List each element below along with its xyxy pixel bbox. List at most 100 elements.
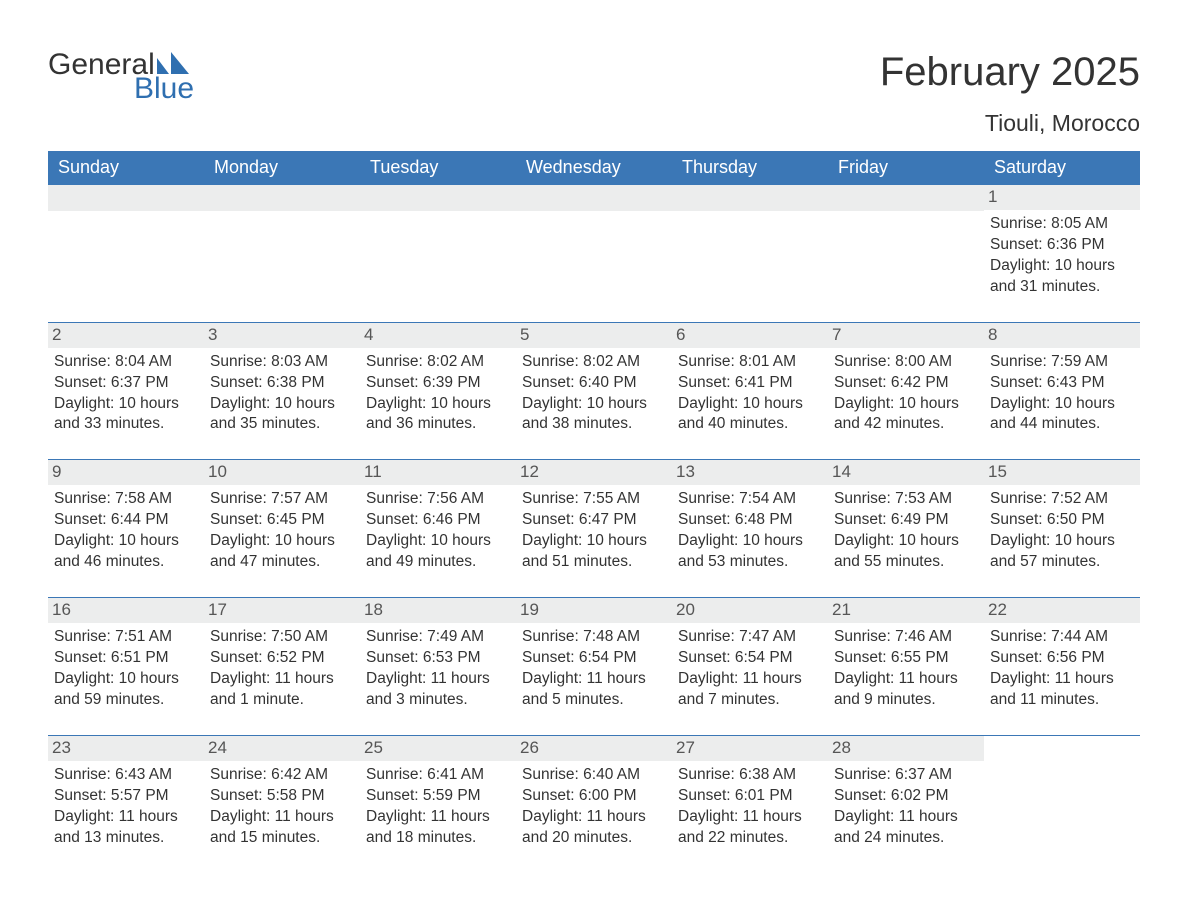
day-info: Sunrise: 7:50 AMSunset: 6:52 PMDaylight:… (210, 627, 354, 711)
day-info: Sunrise: 6:40 AMSunset: 6:00 PMDaylight:… (522, 765, 666, 849)
day-number: 22 (984, 598, 1140, 623)
sunrise-text: Sunrise: 7:51 AM (54, 627, 198, 648)
day-number: 14 (828, 460, 984, 485)
sunrise-text: Sunrise: 6:43 AM (54, 765, 198, 786)
day-number: 18 (360, 598, 516, 623)
sunrise-text: Sunrise: 7:48 AM (522, 627, 666, 648)
empty-cell (48, 185, 204, 304)
empty-cell (828, 185, 984, 304)
daylight-text: Daylight: 11 hours and 15 minutes. (210, 807, 354, 849)
day-info: Sunrise: 6:38 AMSunset: 6:01 PMDaylight:… (678, 765, 822, 849)
sunset-text: Sunset: 6:36 PM (990, 235, 1134, 256)
day-cell: 1Sunrise: 8:05 AMSunset: 6:36 PMDaylight… (984, 185, 1140, 304)
day-number (360, 185, 516, 211)
day-number: 20 (672, 598, 828, 623)
day-number: 9 (48, 460, 204, 485)
day-cell: 12Sunrise: 7:55 AMSunset: 6:47 PMDayligh… (516, 460, 672, 579)
sunrise-text: Sunrise: 7:57 AM (210, 489, 354, 510)
sunset-text: Sunset: 6:53 PM (366, 648, 510, 669)
day-cell: 3Sunrise: 8:03 AMSunset: 6:38 PMDaylight… (204, 323, 360, 442)
page-header: General Blue February 2025 (48, 50, 1140, 104)
sunrise-text: Sunrise: 7:50 AM (210, 627, 354, 648)
day-info: Sunrise: 7:51 AMSunset: 6:51 PMDaylight:… (54, 627, 198, 711)
daylight-text: Daylight: 11 hours and 20 minutes. (522, 807, 666, 849)
sunrise-text: Sunrise: 8:00 AM (834, 352, 978, 373)
sunrise-text: Sunrise: 7:54 AM (678, 489, 822, 510)
sunset-text: Sunset: 6:37 PM (54, 373, 198, 394)
sunset-text: Sunset: 6:55 PM (834, 648, 978, 669)
day-info: Sunrise: 7:47 AMSunset: 6:54 PMDaylight:… (678, 627, 822, 711)
empty-cell (984, 736, 1140, 855)
day-info: Sunrise: 7:57 AMSunset: 6:45 PMDaylight:… (210, 489, 354, 573)
sunset-text: Sunset: 6:51 PM (54, 648, 198, 669)
day-cell: 2Sunrise: 8:04 AMSunset: 6:37 PMDaylight… (48, 323, 204, 442)
sunrise-text: Sunrise: 7:56 AM (366, 489, 510, 510)
sunrise-text: Sunrise: 7:46 AM (834, 627, 978, 648)
sunrise-text: Sunrise: 7:44 AM (990, 627, 1134, 648)
dow-header: Monday (204, 151, 360, 185)
daylight-text: Daylight: 10 hours and 33 minutes. (54, 394, 198, 436)
day-number: 5 (516, 323, 672, 348)
day-info: Sunrise: 6:41 AMSunset: 5:59 PMDaylight:… (366, 765, 510, 849)
day-cell: 21Sunrise: 7:46 AMSunset: 6:55 PMDayligh… (828, 598, 984, 717)
day-info: Sunrise: 8:02 AMSunset: 6:39 PMDaylight:… (366, 352, 510, 436)
empty-cell (204, 185, 360, 304)
daylight-text: Daylight: 10 hours and 46 minutes. (54, 531, 198, 573)
daylight-text: Daylight: 11 hours and 9 minutes. (834, 669, 978, 711)
sunset-text: Sunset: 6:44 PM (54, 510, 198, 531)
day-number: 26 (516, 736, 672, 761)
day-number (984, 736, 1140, 762)
day-info: Sunrise: 8:01 AMSunset: 6:41 PMDaylight:… (678, 352, 822, 436)
sunset-text: Sunset: 6:52 PM (210, 648, 354, 669)
daylight-text: Daylight: 10 hours and 36 minutes. (366, 394, 510, 436)
day-cell: 6 Sunrise: 8:01 AMSunset: 6:41 PMDaylight… (672, 323, 828, 442)
day-number (48, 185, 204, 211)
sunset-text: Sunset: 5:57 PM (54, 786, 198, 807)
day-number (828, 185, 984, 211)
daylight-text: Daylight: 10 hours and 57 minutes. (990, 531, 1134, 573)
day-info: Sunrise: 7:46 AMSunset: 6:55 PMDaylight:… (834, 627, 978, 711)
daylight-text: Daylight: 10 hours and 49 minutes. (366, 531, 510, 573)
day-info: Sunrise: 7:56 AMSunset: 6:46 PMDaylight:… (366, 489, 510, 573)
sunset-text: Sunset: 5:59 PM (366, 786, 510, 807)
day-info: Sunrise: 8:02 AMSunset: 6:40 PMDaylight:… (522, 352, 666, 436)
sunrise-text: Sunrise: 7:49 AM (366, 627, 510, 648)
day-info: Sunrise: 7:59 AMSunset: 6:43 PMDaylight:… (990, 352, 1134, 436)
dow-header: Tuesday (360, 151, 516, 185)
day-cell: 22Sunrise: 7:44 AMSunset: 6:56 PMDayligh… (984, 598, 1140, 717)
dow-header: Friday (828, 151, 984, 185)
sunrise-text: Sunrise: 7:47 AM (678, 627, 822, 648)
location-subtitle: Tiouli, Morocco (48, 110, 1140, 137)
daylight-text: Daylight: 10 hours and 40 minutes. (678, 394, 822, 436)
day-cell: 13Sunrise: 7:54 AMSunset: 6:48 PMDayligh… (672, 460, 828, 579)
day-number (204, 185, 360, 211)
dow-header: Thursday (672, 151, 828, 185)
sunrise-text: Sunrise: 8:03 AM (210, 352, 354, 373)
day-number: 10 (204, 460, 360, 485)
day-info: Sunrise: 7:53 AMSunset: 6:49 PMDaylight:… (834, 489, 978, 573)
empty-cell (360, 185, 516, 304)
sunset-text: Sunset: 6:48 PM (678, 510, 822, 531)
day-number: 4 (360, 323, 516, 348)
day-number: 2 (48, 323, 204, 348)
day-number: 23 (48, 736, 204, 761)
day-number: 6 (672, 323, 828, 348)
daylight-text: Daylight: 11 hours and 1 minute. (210, 669, 354, 711)
day-number (672, 185, 828, 211)
sunrise-text: Sunrise: 7:59 AM (990, 352, 1134, 373)
day-number: 27 (672, 736, 828, 761)
sunrise-text: Sunrise: 8:02 AM (366, 352, 510, 373)
day-cell: 26 Sunrise: 6:40 AMSunset: 6:00 PMDayligh… (516, 736, 672, 855)
day-cell: 16Sunrise: 7:51 AMSunset: 6:51 PMDayligh… (48, 598, 204, 717)
day-number (516, 185, 672, 211)
day-info: Sunrise: 8:05 AMSunset: 6:36 PMDaylight:… (990, 214, 1134, 298)
sunrise-text: Sunrise: 8:05 AM (990, 214, 1134, 235)
day-info: Sunrise: 8:00 AMSunset: 6:42 PMDaylight:… (834, 352, 978, 436)
day-cell: 24Sunrise: 6:42 AMSunset: 5:58 PMDayligh… (204, 736, 360, 855)
day-info: Sunrise: 8:03 AMSunset: 6:38 PMDaylight:… (210, 352, 354, 436)
sunset-text: Sunset: 6:41 PM (678, 373, 822, 394)
sunrise-text: Sunrise: 8:02 AM (522, 352, 666, 373)
daylight-text: Daylight: 11 hours and 7 minutes. (678, 669, 822, 711)
daylight-text: Daylight: 11 hours and 22 minutes. (678, 807, 822, 849)
day-number: 11 (360, 460, 516, 485)
